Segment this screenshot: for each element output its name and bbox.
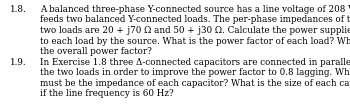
Text: if the line frequency is 60 Hz?: if the line frequency is 60 Hz? — [40, 89, 174, 98]
Text: must be the impedance of each capacitor? What is the size of each capacitor: must be the impedance of each capacitor?… — [40, 78, 350, 88]
Text: 1.9.: 1.9. — [10, 58, 27, 66]
Text: the two loads in order to improve the power factor to 0.8 lagging. What: the two loads in order to improve the po… — [40, 68, 350, 77]
Text: two loads are 20 +  j70 Ω and 50 +  j30 Ω. Calculate the power supplied: two loads are 20 + j70 Ω and 50 + j30 Ω.… — [40, 26, 350, 35]
Text: the overall power factor?: the overall power factor? — [40, 47, 152, 56]
Text: A balanced three-phase Y-connected source has a line voltage of 208 V and: A balanced three-phase Y-connected sourc… — [40, 5, 350, 14]
Text: feeds two balanced Y-connected loads. The per-phase impedances of the: feeds two balanced Y-connected loads. Th… — [40, 15, 350, 25]
Text: 1.8.: 1.8. — [10, 5, 27, 14]
Text: to each load by the source. What is the power factor of each load? What is: to each load by the source. What is the … — [40, 37, 350, 45]
Text: In Exercise 1.8 three Δ-connected capacitors are connected in parallel with: In Exercise 1.8 three Δ-connected capaci… — [40, 58, 350, 66]
